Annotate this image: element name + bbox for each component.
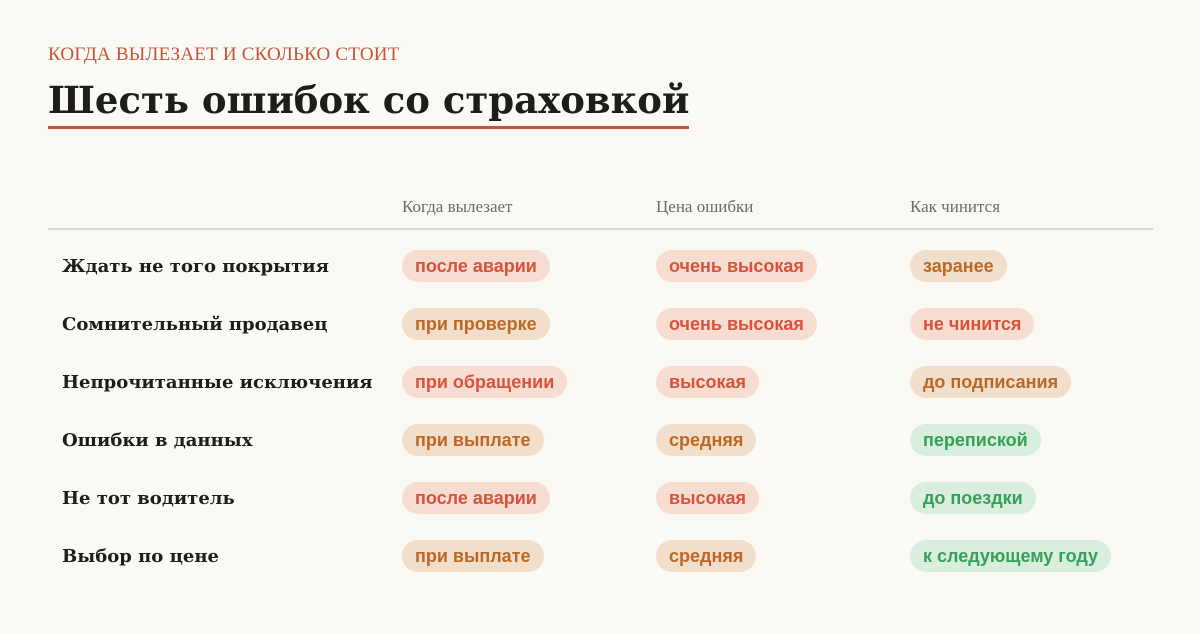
kicker: КОГДА ВЫЛЕЗАЕТ И СКОЛЬКО СТОИТ: [48, 44, 400, 65]
cost-pill: очень высокая: [656, 250, 817, 282]
table-row: Ждать не того покрытия после аварии очен…: [0, 250, 1200, 284]
column-header-when: Когда вылезает: [402, 197, 513, 216]
fix-pill: заранее: [910, 250, 1007, 282]
table-row: Выбор по цене при выплате средняя к след…: [0, 540, 1200, 574]
cost-pill: средняя: [656, 540, 757, 572]
fix-pill: к следующему году: [910, 540, 1111, 572]
fix-pill: до поездки: [910, 482, 1036, 514]
fix-pill: перепиской: [910, 424, 1041, 456]
fix-pill: не чинится: [910, 308, 1035, 340]
row-label: Ждать не того покрытия: [62, 256, 329, 277]
row-label: Ошибки в данных: [62, 430, 253, 451]
cost-pill: высокая: [656, 482, 759, 514]
table-row: Не тот водитель после аварии высокая до …: [0, 482, 1200, 516]
row-label: Непрочитанные исключения: [62, 372, 373, 393]
row-label: Выбор по цене: [62, 546, 219, 567]
when-pill: после аварии: [402, 250, 550, 282]
column-header-fix: Как чинится: [910, 197, 1001, 216]
cost-pill: средняя: [656, 424, 757, 456]
when-pill: при обращении: [402, 366, 568, 398]
when-pill: после аварии: [402, 482, 550, 514]
row-label: Не тот водитель: [62, 488, 235, 509]
page-title: Шесть ошибок со страховкой: [48, 74, 690, 129]
cost-pill: высокая: [656, 366, 759, 398]
when-pill: при выплате: [402, 424, 544, 456]
when-pill: при выплате: [402, 540, 544, 572]
table-row: Непрочитанные исключения при обращении в…: [0, 366, 1200, 400]
header-divider: [48, 228, 1153, 230]
when-pill: при проверке: [402, 308, 550, 340]
cost-pill: очень высокая: [656, 308, 817, 340]
table-row: Сомнительный продавец при проверке очень…: [0, 308, 1200, 342]
column-header-cost: Цена ошибки: [656, 197, 754, 216]
fix-pill: до подписания: [910, 366, 1072, 398]
table-row: Ошибки в данных при выплате средняя пере…: [0, 424, 1200, 458]
row-label: Сомнительный продавец: [62, 314, 328, 335]
